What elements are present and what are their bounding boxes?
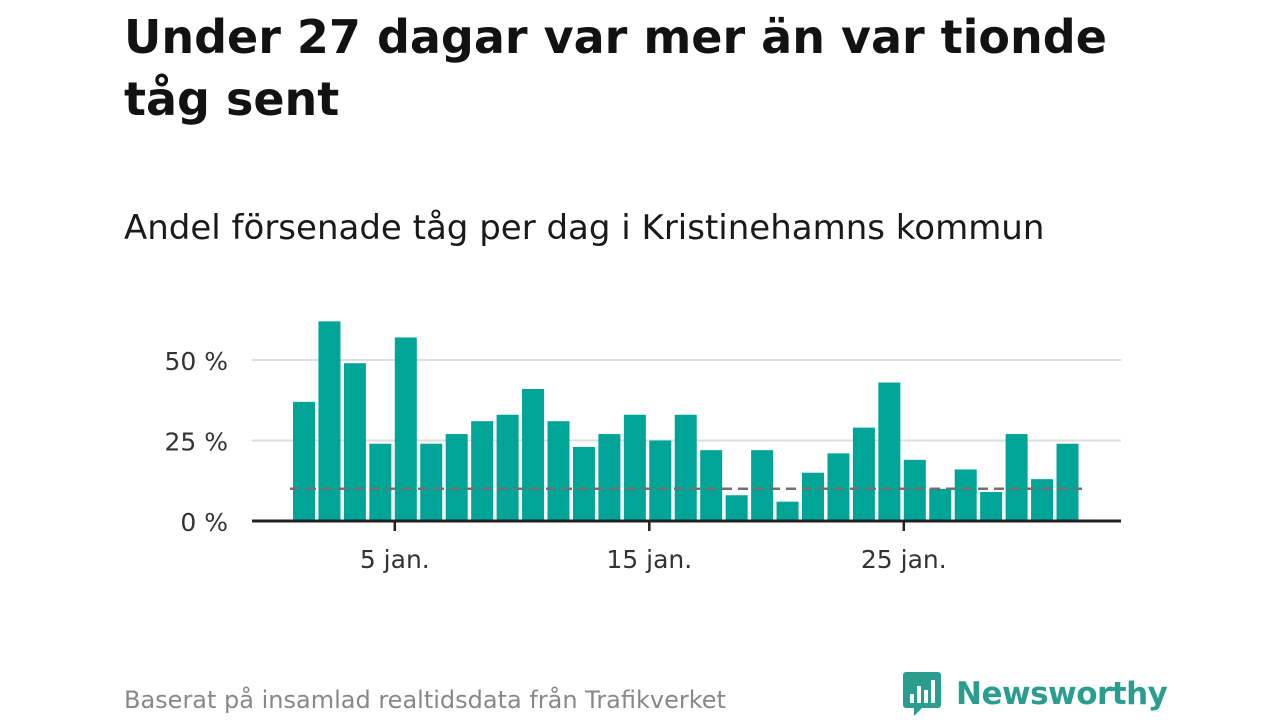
bar (522, 388, 545, 521)
bars (293, 321, 1079, 521)
bar (547, 421, 570, 521)
bar (1056, 443, 1079, 521)
axes: 0 % 25 % 50 % 5 jan. 15 jan. 25 jan. (164, 347, 1121, 574)
bar (827, 453, 850, 521)
bar (878, 382, 901, 521)
y-tick-label: 25 % (164, 428, 228, 457)
bar (776, 501, 799, 521)
bar (903, 459, 926, 521)
y-tick-label: 0 % (180, 508, 228, 537)
x-tick-label: 25 jan. (861, 545, 947, 574)
bar-chart: 0 % 25 % 50 % 5 jan. 15 jan. 25 jan. (164, 321, 1121, 574)
bar (572, 446, 595, 521)
x-tick-label: 15 jan. (606, 545, 692, 574)
bar-chart-speech-bubble-icon (903, 672, 941, 716)
bar (394, 337, 417, 521)
brand-logo: Newsworthy (902, 668, 1168, 720)
bar (954, 469, 977, 521)
y-tick-label: 50 % (164, 347, 228, 376)
bar (343, 363, 366, 521)
bar (700, 450, 723, 521)
bar (1005, 434, 1028, 521)
bar (852, 427, 875, 521)
source-note: Baserat på insamlad realtidsdata från Tr… (124, 686, 726, 714)
bar (751, 450, 774, 521)
chart-title: Under 27 dagar var mer än var tionde tåg… (124, 10, 1107, 126)
bar (725, 495, 748, 521)
bar (802, 472, 824, 521)
bar (980, 492, 1003, 521)
bar (369, 443, 392, 521)
bar (929, 488, 952, 521)
bar (623, 414, 646, 521)
bar (674, 414, 697, 521)
bar (1031, 479, 1054, 521)
bar (598, 434, 621, 521)
bar (445, 434, 468, 521)
bar (471, 421, 494, 521)
bar (496, 414, 519, 521)
bar (420, 443, 443, 521)
chart-subtitle: Andel försenade tåg per dag i Kristineha… (124, 208, 1045, 248)
brand-name: Newsworthy (956, 676, 1168, 712)
x-tick-label: 5 jan. (360, 545, 430, 574)
bar (649, 440, 672, 521)
bar (318, 321, 341, 521)
bar (293, 401, 315, 521)
